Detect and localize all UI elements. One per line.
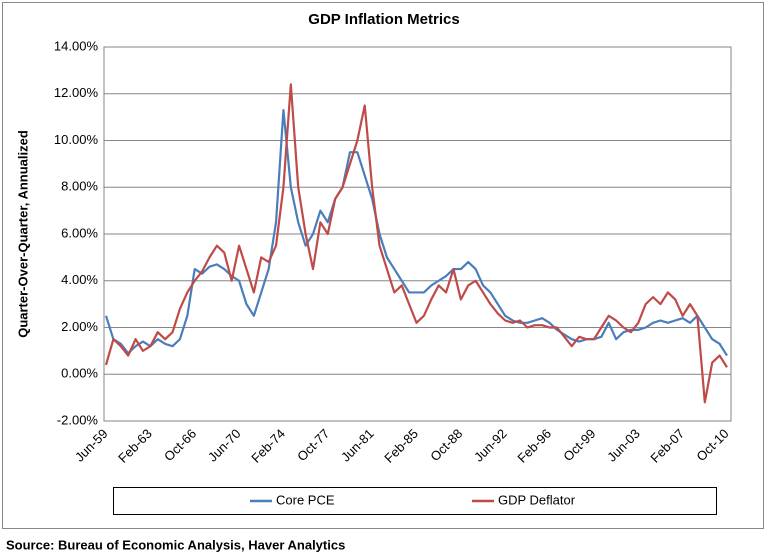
y-tick-label: -2.00% xyxy=(57,412,99,427)
legend-label: Core PCE xyxy=(276,492,335,507)
y-tick-label: 8.00% xyxy=(61,179,98,194)
chart-border xyxy=(2,2,764,529)
legend-label: GDP Deflator xyxy=(498,492,576,507)
y-tick-label: 2.00% xyxy=(61,319,98,334)
plot-area xyxy=(103,46,732,422)
y-tick-label: 14.00% xyxy=(54,38,99,53)
legend xyxy=(113,487,717,515)
y-tick-label: 0.00% xyxy=(61,366,98,381)
source-note: Source: Bureau of Economic Analysis, Hav… xyxy=(6,537,345,552)
y-tick-label: 4.00% xyxy=(61,272,98,287)
y-tick-label: 6.00% xyxy=(61,225,98,240)
series-line xyxy=(104,109,728,357)
series-line xyxy=(104,83,728,404)
y-tick-label: 12.00% xyxy=(54,85,99,100)
y-axis-label: Quarter-Over-Quarter, Annualized xyxy=(15,130,30,338)
y-tick-label: 10.00% xyxy=(54,132,99,147)
chart-title: GDP Inflation Metrics xyxy=(308,11,459,28)
